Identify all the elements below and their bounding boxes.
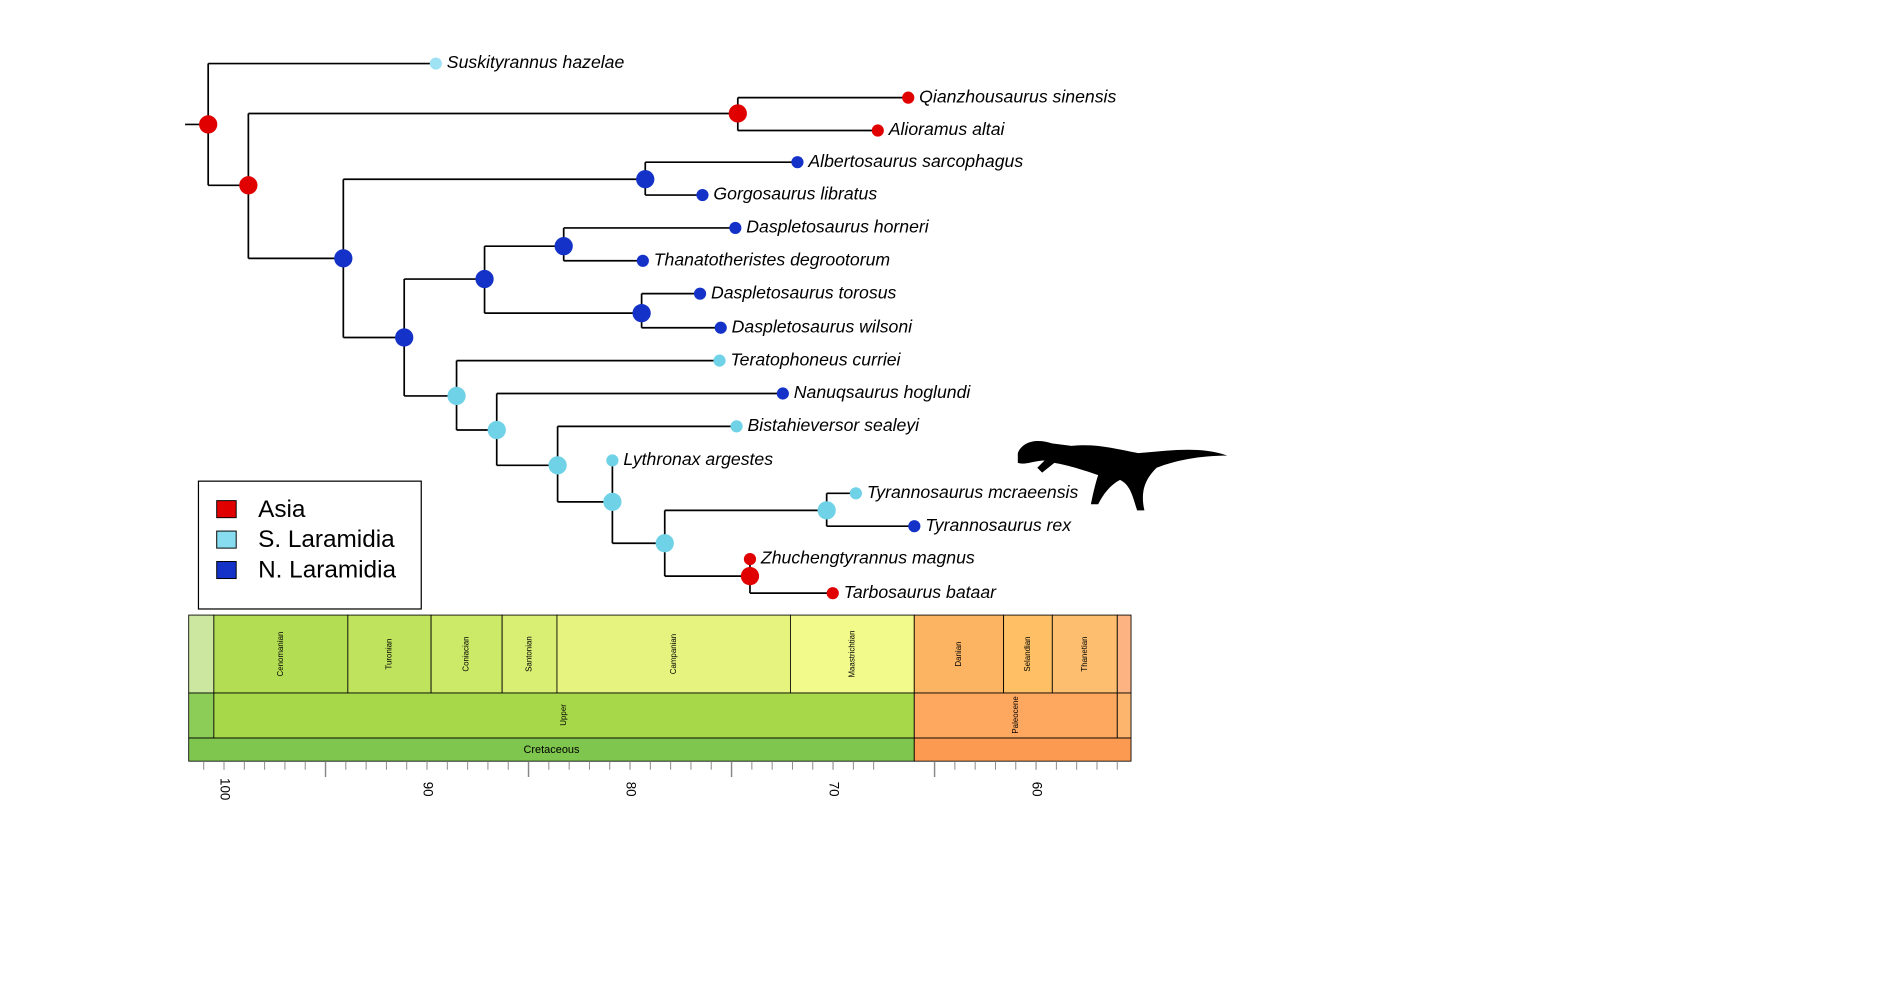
tip-dot (606, 454, 619, 467)
time-box (556, 614, 791, 694)
node-dot (334, 249, 353, 268)
tip-dot (636, 254, 649, 267)
legend-label: S. Laramidia (258, 526, 395, 553)
legend-swatch (216, 530, 237, 549)
node-dot (447, 386, 466, 406)
tyrannosaur-silhouette (1017, 441, 1228, 511)
tip-dot (429, 57, 442, 70)
tree: Suskityrannus hazelae Qianzhousaurus sine… (185, 52, 1116, 602)
epoch-label: Paleocene (1011, 696, 1020, 734)
node-dot (817, 501, 836, 520)
taxon-label: Teratophoneus curriei (730, 349, 901, 369)
tip-dot (826, 587, 839, 600)
stage-label: Turonian (385, 639, 394, 670)
legend-swatch (216, 561, 237, 580)
tip-dot (743, 552, 757, 566)
tip-dot (791, 156, 804, 169)
time-box (1116, 692, 1132, 739)
taxon-label: Bistahieversor sealeyi (748, 415, 921, 435)
tip-dot (730, 420, 743, 433)
node-dot (655, 534, 674, 553)
legend-label: Asia (258, 496, 306, 523)
stage-label: Cenomanian (276, 632, 285, 677)
axis-tick-label: 70 (827, 782, 842, 797)
time-box (1051, 614, 1118, 694)
taxon-label: Alioramus altai (888, 119, 1006, 139)
tip-dot (729, 221, 742, 235)
stage-label: Campanian (669, 634, 678, 674)
tip-dot (696, 188, 709, 202)
node-dot (199, 115, 218, 134)
time-box (213, 692, 915, 739)
time-box (1116, 614, 1132, 694)
node-dot (395, 328, 414, 347)
period-label: Cretaceous (524, 744, 580, 756)
time-box (913, 737, 1132, 762)
node-dot (632, 304, 651, 323)
tip-dot (849, 487, 862, 500)
taxon-label: Albertosaurus sarcophagus (807, 151, 1023, 171)
taxon-label: Tarbosaurus bataar (844, 582, 997, 602)
tip-dot (871, 124, 884, 137)
node-dot (740, 566, 760, 586)
tip-dot (902, 91, 915, 104)
axis-tick-label: 100 (217, 778, 232, 800)
node-dot (636, 170, 655, 189)
epoch-label: Upper (559, 704, 568, 726)
node-dot (728, 104, 747, 123)
timescale: Cenomanian Turonian Coniacian Santonian Camp… (188, 614, 1132, 800)
tip-dot (693, 287, 707, 300)
time-box (1003, 614, 1053, 694)
node-dot (548, 456, 567, 475)
taxon-label: Daspletosaurus horneri (746, 217, 929, 237)
stage-label: Coniacian (462, 636, 471, 671)
taxon-label: Qianzhousaurus sinensis (919, 86, 1116, 106)
node-dot (239, 176, 258, 195)
taxon-label: Tyrannosaurus mcraeensis (867, 482, 1079, 502)
node-dot (475, 269, 494, 289)
taxon-label: Lythronax argestes (623, 449, 773, 469)
legend-label: N. Laramidia (258, 557, 396, 584)
taxon-label: Zhuchengtyrannus magnus (760, 548, 975, 568)
time-box (501, 614, 558, 694)
taxon-label: Gorgosaurus libratus (713, 184, 877, 204)
stage-label: Selandian (1023, 636, 1032, 671)
stage-label: Maastrichtian (847, 631, 856, 678)
node-dot (554, 237, 573, 256)
tip-dot (713, 354, 726, 367)
time-box (913, 692, 1118, 739)
axis-tick-label: 90 (420, 782, 435, 797)
taxon-label: Daspletosaurus torosus (711, 282, 897, 302)
taxon-label: Daspletosaurus wilsoni (732, 316, 913, 336)
stage-label: Santonian (525, 636, 534, 672)
taxon-label: Suskityrannus hazelae (447, 52, 625, 72)
axis-tick-label: 60 (1030, 782, 1045, 797)
legend-swatch (216, 500, 237, 519)
taxon-label: Thanatotheristes degrootorum (654, 249, 890, 269)
node-dot (487, 420, 506, 440)
axis-tick-label: 80 (624, 782, 639, 797)
node-dot (603, 492, 622, 511)
stage-label: Danian (954, 642, 963, 667)
tip-dot (908, 520, 921, 533)
tip-dot (776, 387, 789, 400)
tip-dot (714, 321, 727, 334)
time-box (913, 614, 1005, 694)
time-box (213, 614, 349, 694)
taxon-label: Tyrannosaurus rex (925, 515, 1072, 535)
stage-label: Thanetian (1080, 636, 1089, 671)
time-box (188, 614, 215, 694)
time-box (188, 692, 215, 739)
taxon-label: Nanuqsaurus hoglundi (794, 382, 972, 402)
